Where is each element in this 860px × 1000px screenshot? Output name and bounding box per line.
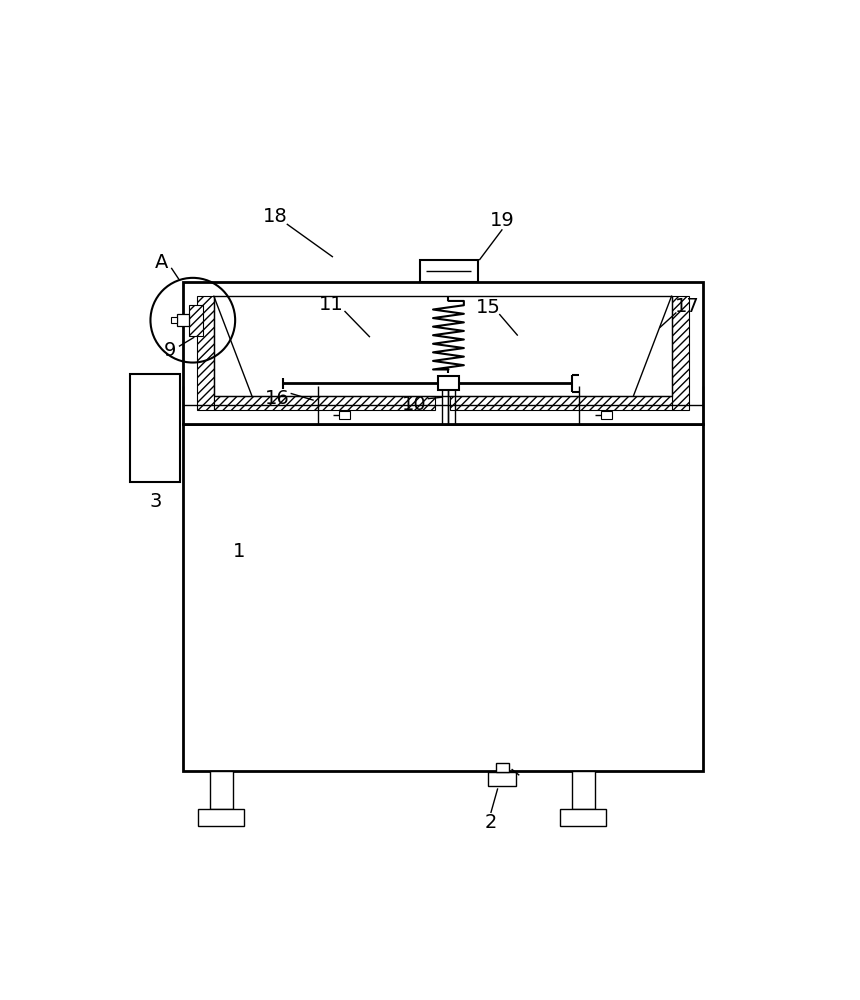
Text: 10: 10 (402, 395, 426, 414)
Text: 15: 15 (476, 298, 501, 317)
Bar (198, 809, 244, 826)
Bar (560, 809, 606, 826)
Bar (488, 772, 516, 786)
Bar (438, 376, 459, 390)
Text: 18: 18 (263, 207, 287, 226)
Bar (131, 374, 181, 482)
Bar (177, 314, 189, 326)
Bar (339, 411, 350, 419)
Bar (496, 763, 508, 772)
Bar (197, 296, 213, 410)
Bar (601, 411, 611, 419)
Bar (572, 771, 595, 809)
Text: A: A (156, 253, 169, 272)
Text: 17: 17 (675, 297, 699, 316)
Text: 3: 3 (150, 492, 162, 511)
Text: 19: 19 (490, 211, 515, 230)
Text: 9: 9 (163, 342, 176, 360)
Bar (183, 282, 703, 424)
Text: 16: 16 (265, 389, 290, 408)
Text: 2: 2 (485, 813, 497, 832)
Bar (420, 260, 477, 282)
Bar (450, 396, 672, 410)
Bar (210, 771, 233, 809)
Bar (189, 305, 203, 336)
Text: 11: 11 (319, 295, 344, 314)
Bar (171, 317, 177, 323)
Bar (672, 296, 689, 410)
Bar (213, 396, 434, 410)
Text: 1: 1 (233, 542, 245, 561)
Bar (183, 424, 703, 771)
